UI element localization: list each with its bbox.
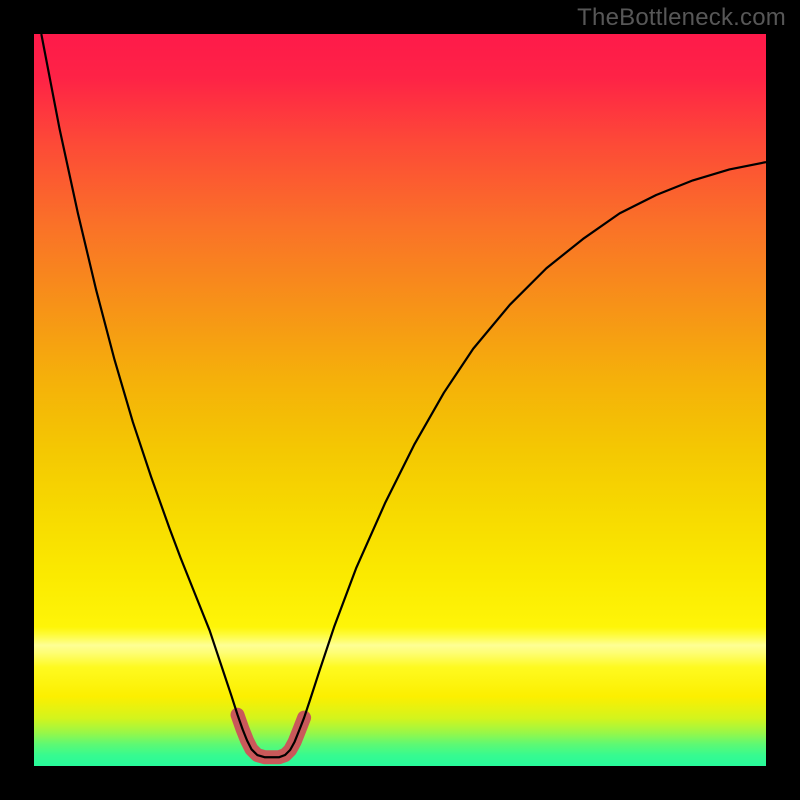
watermark-text: TheBottleneck.com xyxy=(577,4,786,32)
plot-area xyxy=(34,34,766,766)
bottleneck-curve xyxy=(41,34,766,757)
plot-svg xyxy=(34,34,766,766)
valley-highlight xyxy=(237,715,304,757)
chart-frame: { "watermark": { "text": "TheBottleneck.… xyxy=(0,0,800,800)
